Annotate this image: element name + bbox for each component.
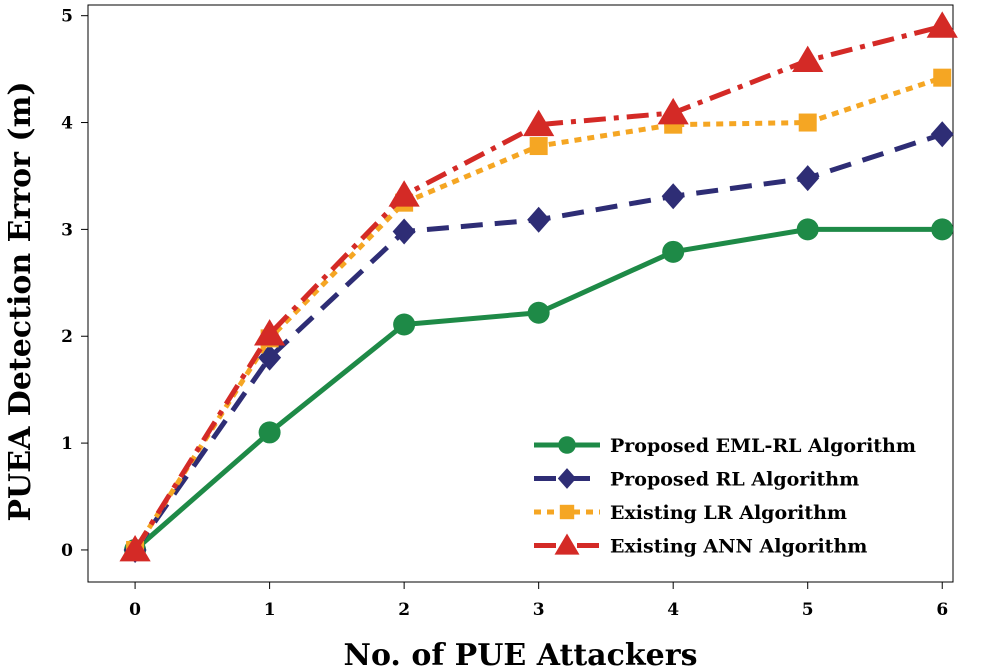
legend-marker <box>557 468 577 489</box>
x-tick-label: 3 <box>533 600 545 620</box>
series-layer <box>119 11 958 563</box>
x-tick-label: 5 <box>802 600 814 620</box>
data-point <box>393 313 416 336</box>
series-1 <box>124 218 954 561</box>
data-point <box>662 240 685 263</box>
legend-marker <box>554 533 580 555</box>
data-point <box>661 183 685 210</box>
legend-item: Existing LR Algorithm <box>534 502 847 524</box>
legend-marker <box>558 436 576 454</box>
data-point <box>933 68 952 87</box>
legend-item: Proposed RL Algorithm <box>534 468 859 491</box>
series-4 <box>119 11 958 562</box>
data-point <box>529 137 548 156</box>
x-tick-label: 2 <box>398 600 410 620</box>
data-point <box>931 218 954 241</box>
y-tick-label: 4 <box>61 114 73 134</box>
data-point <box>527 301 550 324</box>
y-axis-label: PUEA Detection Error (m) <box>3 81 38 521</box>
legend-item: Proposed EML-RL Algorithm <box>534 435 916 457</box>
legend-label: Proposed RL Algorithm <box>610 469 859 491</box>
x-tick-label: 1 <box>264 600 276 620</box>
data-point <box>657 97 689 125</box>
legend-label: Existing ANN Algorithm <box>610 536 867 558</box>
x-axis: 0 1 2 3 4 5 6 <box>129 582 948 620</box>
data-point <box>926 11 958 38</box>
data-point <box>792 45 824 72</box>
x-tick-label: 6 <box>936 600 948 620</box>
y-tick-label: 3 <box>61 220 73 240</box>
data-point <box>523 109 555 137</box>
x-tick-label: 0 <box>129 600 141 620</box>
data-point <box>930 121 954 148</box>
legend-label: Existing LR Algorithm <box>610 502 847 524</box>
y-axis: 0 1 2 3 4 5 <box>61 7 88 561</box>
legend-marker <box>559 504 575 520</box>
legend-item: Existing ANN Algorithm <box>534 533 867 558</box>
legend-label: Proposed EML-RL Algorithm <box>610 435 916 457</box>
legend: Proposed EML-RL Algorithm Proposed RL Alg… <box>534 435 916 558</box>
data-point <box>798 113 817 132</box>
series-2 <box>123 121 954 563</box>
y-tick-label: 5 <box>61 7 73 27</box>
data-point <box>527 206 551 233</box>
y-tick-label: 2 <box>61 327 73 347</box>
x-axis-label: No. of PUE Attackers <box>344 638 698 669</box>
x-tick-label: 4 <box>667 600 679 620</box>
plot-area <box>87 4 954 583</box>
data-point <box>392 218 416 245</box>
data-point <box>388 180 420 207</box>
data-point <box>119 534 151 562</box>
data-point <box>258 421 281 444</box>
y-tick-label: 1 <box>61 434 73 454</box>
data-point <box>254 319 286 346</box>
y-tick-label: 0 <box>61 541 73 561</box>
data-point <box>796 218 819 241</box>
data-point <box>796 165 820 192</box>
